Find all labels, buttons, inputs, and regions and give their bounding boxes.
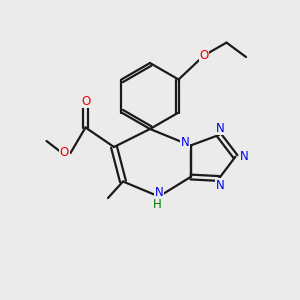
Text: N: N [181,136,190,149]
Text: O: O [200,49,208,62]
Text: O: O [81,94,90,108]
Text: N: N [216,122,225,135]
Text: N: N [216,179,225,192]
Text: N: N [154,186,164,200]
Text: O: O [60,146,69,160]
Text: H: H [153,197,162,211]
Text: N: N [239,150,248,163]
